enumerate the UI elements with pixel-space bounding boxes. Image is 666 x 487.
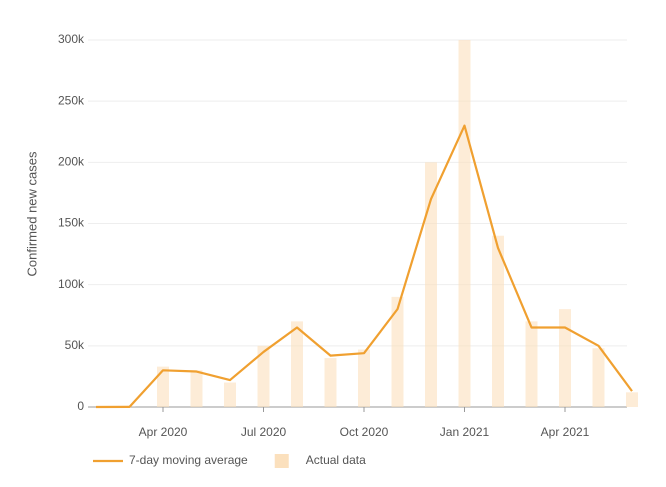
- bar: [492, 235, 504, 407]
- x-tick-label: Apr 2021: [541, 425, 590, 439]
- bar: [224, 382, 236, 407]
- x-tick-label: Jan 2021: [440, 425, 490, 439]
- bar: [358, 349, 370, 407]
- bar: [190, 370, 203, 407]
- y-tick-label: 250k: [58, 93, 85, 107]
- bar: [626, 392, 638, 407]
- y-tick-label: 50k: [65, 338, 85, 352]
- bar: [525, 321, 538, 407]
- bar: [157, 366, 169, 407]
- x-tick-label: Apr 2020: [139, 425, 188, 439]
- bar: [291, 321, 303, 407]
- legend-label: Actual data: [306, 453, 366, 467]
- legend-label: 7-day moving average: [129, 453, 248, 467]
- bar: [391, 296, 404, 407]
- y-tick-label: 200k: [58, 155, 85, 169]
- bar: [592, 348, 605, 407]
- bar: [257, 345, 270, 407]
- bar: [458, 40, 471, 407]
- y-axis-label: Confirmed new cases: [24, 151, 39, 276]
- bar: [324, 358, 337, 407]
- line: [95, 124, 633, 409]
- x-tick-label: Jul 2020: [241, 425, 287, 439]
- y-tick-label: 300k: [58, 32, 85, 46]
- y-tick-label: 100k: [58, 277, 85, 291]
- y-tick-label: 0: [77, 399, 84, 413]
- x-tick-label: Oct 2020: [340, 425, 389, 439]
- y-tick-label: 150k: [58, 216, 85, 230]
- bar: [559, 309, 571, 407]
- bar: [425, 162, 437, 407]
- legend-swatch: [274, 454, 289, 468]
